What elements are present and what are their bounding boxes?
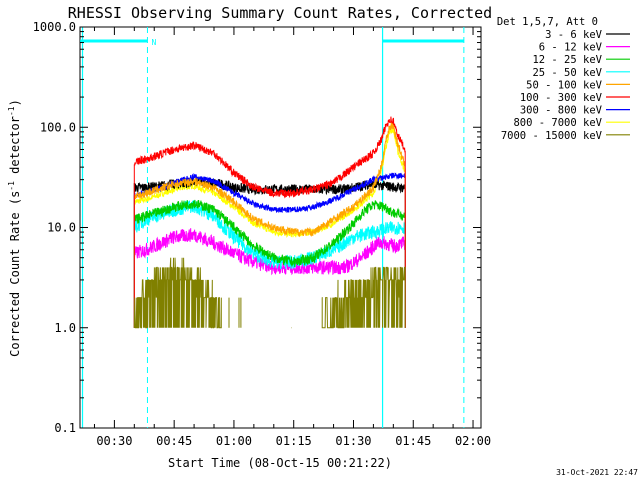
- legend-entry-label: 100 - 300 keV: [520, 92, 603, 104]
- legend-title: Det 1,5,7, Att 0: [497, 16, 598, 28]
- x-tick-label: 00:30: [96, 434, 132, 448]
- y-tick-label: 100.0: [40, 120, 76, 134]
- legend-entry-label: 3 - 6 keV: [545, 29, 603, 41]
- legend-entry-label: 800 - 7000 keV: [513, 117, 602, 129]
- timestamp: 31-Oct-2021 22:47: [556, 468, 638, 477]
- x-tick-label: 02:00: [455, 434, 491, 448]
- legend-entry-label: 12 - 25 keV: [532, 54, 602, 66]
- y-tick-label: 1.0: [54, 321, 76, 335]
- series-line-3: [133, 199, 406, 328]
- x-tick-label: 01:30: [335, 434, 371, 448]
- legend-entry-label: 50 - 100 keV: [526, 79, 603, 91]
- x-tick-label: 01:00: [216, 434, 252, 448]
- x-tick-label: 01:45: [395, 434, 431, 448]
- legend-entry-label: 25 - 50 keV: [532, 67, 602, 79]
- series-line-6: [133, 116, 406, 328]
- orbit-markers: N: [80, 27, 465, 428]
- night-marker-label: N: [151, 38, 156, 47]
- legend-entry-label: 6 - 12 keV: [539, 42, 603, 54]
- y-tick-label: 1000.0: [33, 20, 76, 34]
- legend-entry-label: 7000 - 15000 keV: [501, 130, 603, 142]
- y-tick-label: 0.1: [54, 421, 76, 435]
- axes: 0.1 1.0 10.0 100.0 1000.0 00:30 00:45 01:00 01:1…: [33, 20, 491, 448]
- y-tick-label: 10.0: [47, 221, 76, 235]
- y-axis-label: Corrected Count Rate (s-1 detector-1): [7, 99, 22, 357]
- x-tick-label: 00:45: [156, 434, 192, 448]
- series-line-5: [133, 121, 406, 328]
- series-group: [133, 116, 406, 329]
- chart-title: RHESSI Observing Summary Count Rates, Co…: [68, 4, 492, 22]
- x-tick-label: 01:15: [276, 434, 312, 448]
- legend-entry-label: 300 - 800 keV: [520, 105, 603, 117]
- x-axis-label: Start Time (08-Oct-15 00:21:22): [168, 456, 392, 470]
